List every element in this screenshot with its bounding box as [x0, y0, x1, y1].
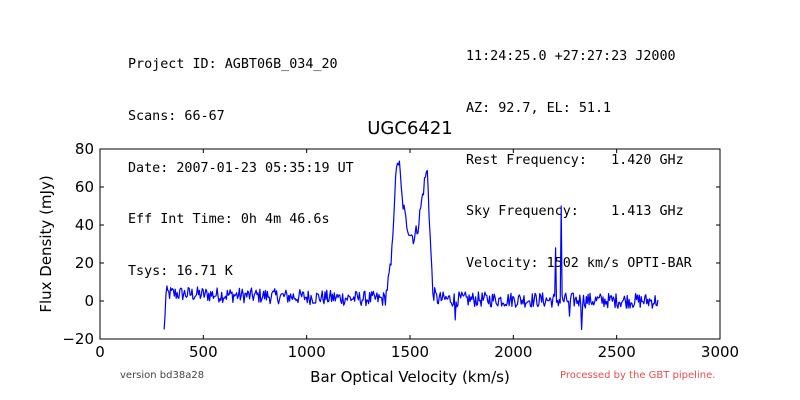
y-tick-label: 80	[75, 140, 94, 158]
chart-title: UGC6421	[367, 118, 453, 139]
x-tick-label: 1500	[391, 343, 429, 361]
observation-info-right: 11:24:25.0 +27:27:23 J2000 AZ: 92.7, EL:…	[466, 14, 692, 289]
project-id-text: Project ID: AGBT06B_034_20	[128, 57, 338, 73]
x-tick-label: 2000	[494, 343, 532, 361]
y-tick-label: 60	[75, 178, 94, 196]
version-text: version bd38a28	[120, 370, 205, 381]
sky-frequency-text: Sky Frequency: 1.413 GHz	[466, 204, 684, 220]
plot-frame	[99, 148, 721, 340]
x-tick-label: 3000	[701, 343, 739, 361]
y-tick-label: 0	[84, 292, 94, 310]
rest-frequency-text: Rest Frequency: 1.420 GHz	[466, 152, 684, 168]
y-tick-label: 40	[75, 216, 94, 234]
pipeline-text: Processed by the GBT pipeline.	[560, 370, 716, 381]
x-tick-label: 2500	[598, 343, 636, 361]
coordinates-text: 11:24:25.0 +27:27:23 J2000	[466, 49, 676, 65]
tsys-text: Tsys: 16.71 K	[128, 263, 233, 279]
y-tick-label: 20	[75, 254, 94, 272]
x-tick-label: 0	[95, 343, 105, 361]
velocity-text: Velocity: 1502 km/s OPTI-BAR	[466, 255, 692, 271]
x-tick-label: 500	[189, 343, 218, 361]
y-axis-label: Flux Density (mJy)	[37, 175, 55, 312]
x-axis-label: Bar Optical Velocity (km/s)	[310, 368, 510, 386]
spectrum-line	[163, 160, 659, 331]
y-tick-label: −20	[62, 330, 94, 348]
x-tick-label: 1000	[288, 343, 326, 361]
date-text: Date: 2007-01-23 05:35:19 UT	[128, 160, 354, 176]
plot-area	[163, 160, 659, 331]
scans-text: Scans: 66-67	[128, 109, 225, 124]
observation-info-left: Project ID: AGBT06B_034_20 Scans: 66-67 …	[128, 22, 354, 297]
az-el-text: AZ: 92.7, EL: 51.1	[466, 101, 612, 116]
int-time-text: Eff Int Time: 0h 4m 46.6s	[128, 212, 330, 228]
